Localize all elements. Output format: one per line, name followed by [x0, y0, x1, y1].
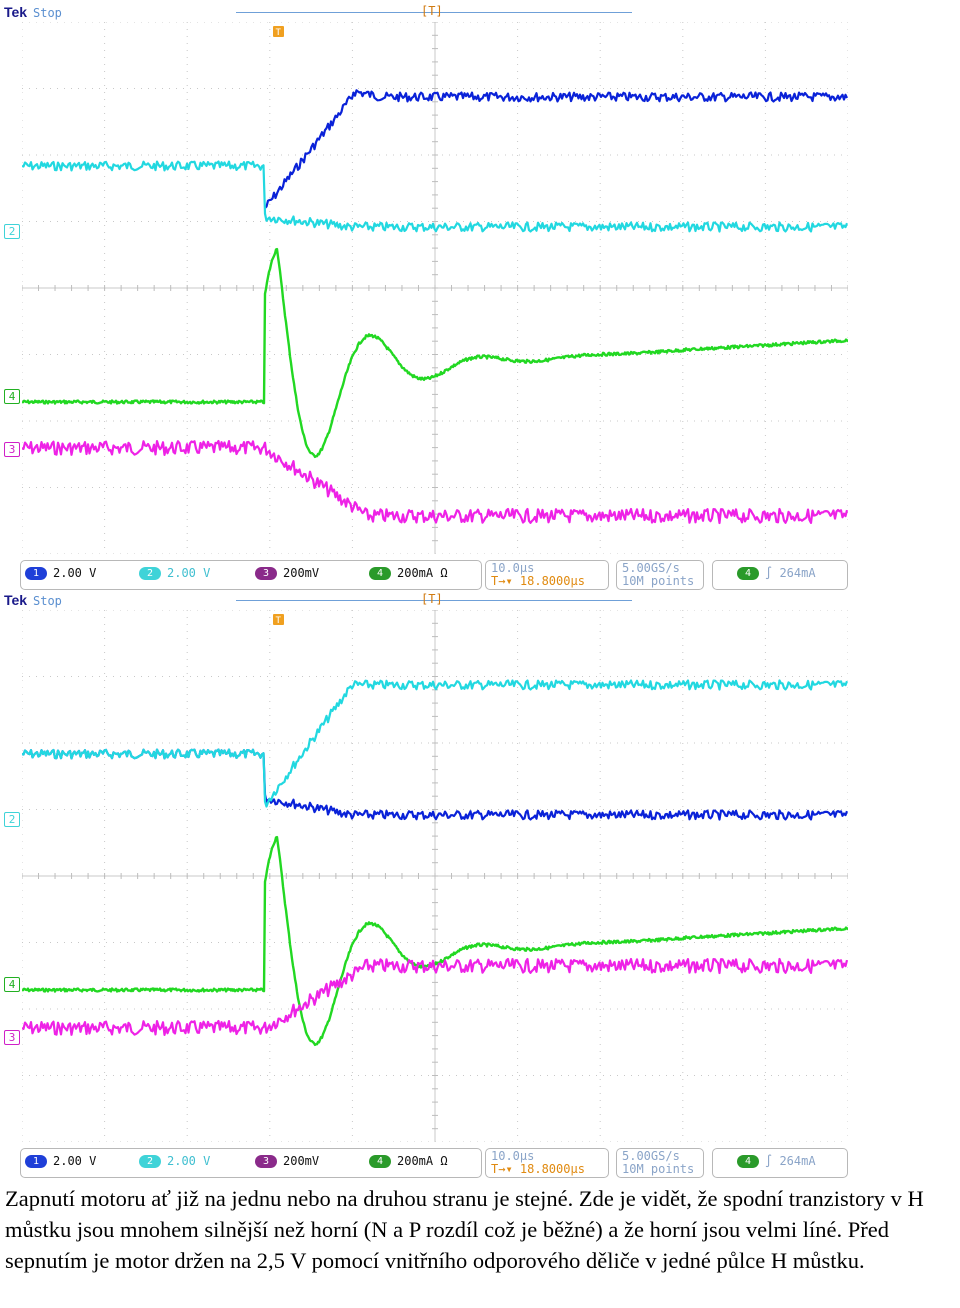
channel-3-scale: 200mV [283, 566, 320, 580]
channel-2-readout[interactable]: 2 2.00 V [139, 1154, 210, 1168]
trigger-position-marker: [T] [421, 592, 443, 606]
channel-1-scale: 2.00 V [53, 566, 97, 580]
channel-4-readout[interactable]: 4 200mA Ω [369, 1154, 448, 1168]
channel-1-badge: 1 [25, 1155, 47, 1168]
trigger-marker-label: T [276, 616, 282, 626]
channel-2-badge: 2 [139, 567, 161, 580]
channel-readout-box[interactable]: 1 2.00 V 2 2.00 V 3 200mV 4 200mA Ω [20, 560, 482, 590]
channel-1-readout[interactable]: 1 2.00 V [25, 1154, 96, 1168]
trigger-box[interactable]: 4 ∫ 264mA [712, 560, 848, 590]
record-position-bar [236, 600, 632, 601]
channel-2-readout[interactable]: 2 2.00 V [139, 566, 210, 580]
channel-4-ground-marker[interactable]: 4 [4, 977, 20, 992]
channel-4-badge: 4 [369, 1155, 391, 1168]
brand-logo: Tek [4, 592, 28, 608]
trigger-marker-icon [273, 26, 284, 37]
trigger-position-icon: T→▾ [491, 574, 520, 588]
trigger-position-icon: T→▾ [491, 1162, 520, 1176]
record-length: 10M points [622, 574, 695, 588]
channel-3-ground-marker[interactable]: 3 [4, 442, 20, 457]
brand-logo: Tek [4, 4, 28, 20]
waveform-graticule: T [22, 22, 848, 554]
trigger-level: 264mA [779, 566, 816, 580]
acquisition-box[interactable]: 5.00GS/s 10M points [616, 560, 704, 590]
channel-3-scale: 200mV [283, 1154, 320, 1168]
channel-4-badge: 4 [369, 567, 391, 580]
acquisition-state: Stop [33, 6, 62, 20]
acquisition-state: Stop [33, 594, 62, 608]
trigger-time: 18.8000µs [519, 1162, 585, 1176]
trigger-marker-icon [273, 614, 284, 625]
trigger-marker-label: T [276, 28, 282, 38]
channel-1-scale: 2.00 V [53, 1154, 97, 1168]
channel-3-readout[interactable]: 3 200mV [255, 1154, 319, 1168]
channel-3-readout[interactable]: 3 200mV [255, 566, 319, 580]
channel-2-scale: 2.00 V [167, 1154, 211, 1168]
channel-3-badge: 3 [255, 567, 277, 580]
channel-3-trace [22, 439, 848, 525]
timebase-box[interactable]: 10.0µs T→▾ 18.8000µs [485, 560, 609, 590]
sample-rate: 5.00GS/s [622, 561, 680, 575]
channel-4-scale: 200mA Ω [397, 1154, 448, 1168]
channel-4-readout[interactable]: 4 200mA Ω [369, 566, 448, 580]
channel-2-ground-marker[interactable]: 2 [4, 812, 20, 827]
trigger-box[interactable]: 4 ∫ 264mA [712, 1148, 848, 1178]
trigger-position-marker: [T] [421, 4, 443, 18]
trigger-source-badge: 4 [737, 1155, 759, 1168]
oscilloscope-screen-1: Tek Stop [T] T 2 4 3 1 2.00 V 2 2.00 V 3 20… [0, 0, 960, 590]
channel-1-trace [264, 89, 848, 209]
record-length: 10M points [622, 1162, 695, 1176]
channel-3-trace [22, 957, 848, 1036]
oscilloscope-screen-2: Tek Stop [T] T 2 4 3 1 2.00 V 2 2.00 V 3 20… [0, 588, 960, 1178]
trigger-level: 264mA [779, 1154, 816, 1168]
channel-3-ground-marker[interactable]: 3 [4, 1030, 20, 1045]
timebase-value: 10.0µs [491, 561, 535, 575]
channel-2-trace [22, 160, 848, 233]
channel-4-ground-marker[interactable]: 4 [4, 389, 20, 404]
channel-readout-box[interactable]: 1 2.00 V 2 2.00 V 3 200mV 4 200mA Ω [20, 1148, 482, 1178]
acquisition-box[interactable]: 5.00GS/s 10M points [616, 1148, 704, 1178]
figure-caption: Zapnutí motoru ať již na jednu nebo na d… [5, 1186, 924, 1273]
channel-2-trace [22, 679, 848, 808]
trigger-time: 18.8000µs [519, 574, 585, 588]
status-bar: 1 2.00 V 2 2.00 V 3 200mV 4 200mA Ω 10.0µs T→… [20, 560, 850, 594]
scope-header: Tek Stop [T] [0, 588, 960, 610]
channel-1-badge: 1 [25, 567, 47, 580]
trigger-readout: 4 ∫ 264mA [737, 566, 816, 580]
trigger-readout: 4 ∫ 264mA [737, 1154, 816, 1168]
channel-1-readout[interactable]: 1 2.00 V [25, 566, 96, 580]
channel-2-ground-marker[interactable]: 2 [4, 224, 20, 239]
timebase-value: 10.0µs [491, 1149, 535, 1163]
rising-edge-icon: ∫ [765, 566, 780, 580]
waveform-graticule: T [22, 610, 848, 1142]
channel-2-badge: 2 [139, 1155, 161, 1168]
channel-4-trace [22, 835, 848, 1047]
status-bar: 1 2.00 V 2 2.00 V 3 200mV 4 200mA Ω 10.0µs T→… [20, 1148, 850, 1182]
channel-2-scale: 2.00 V [167, 566, 211, 580]
sample-rate: 5.00GS/s [622, 1149, 680, 1163]
trigger-source-badge: 4 [737, 567, 759, 580]
record-position-bar [236, 12, 632, 13]
channel-4-trace [22, 247, 848, 459]
channel-4-scale: 200mA Ω [397, 566, 448, 580]
rising-edge-icon: ∫ [765, 1154, 780, 1168]
scope-header: Tek Stop [T] [0, 0, 960, 22]
channel-3-badge: 3 [255, 1155, 277, 1168]
timebase-box[interactable]: 10.0µs T→▾ 18.8000µs [485, 1148, 609, 1178]
